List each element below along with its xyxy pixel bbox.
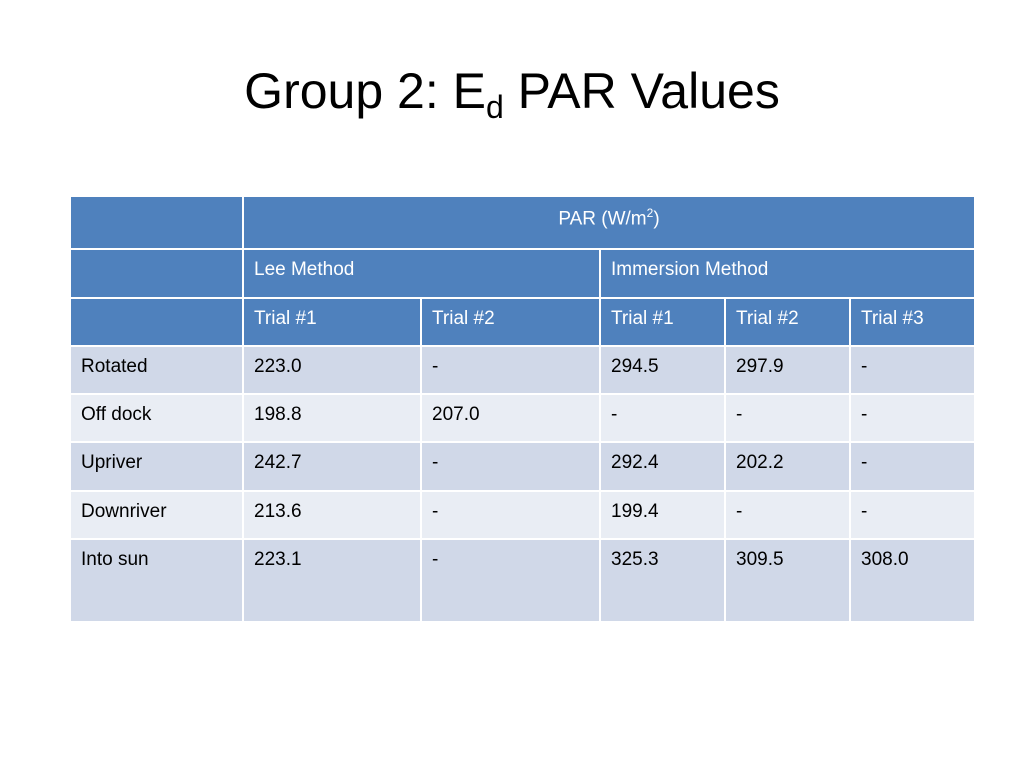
table-cell: -	[850, 442, 975, 491]
table-cell: 297.9	[725, 346, 850, 394]
table-cell: 292.4	[600, 442, 725, 491]
unit-text: )	[653, 208, 660, 230]
row-label: Into sun	[70, 539, 243, 622]
title-subscript: d	[485, 89, 504, 125]
table-cell: 308.0	[850, 539, 975, 622]
table-cell: 294.5	[600, 346, 725, 394]
table-cell: -	[850, 394, 975, 442]
header-cell	[70, 249, 243, 298]
table-cell: -	[421, 539, 600, 622]
table-cell: 213.6	[243, 491, 421, 539]
row-label: Downriver	[70, 491, 243, 539]
trial-header: Trial #2	[421, 298, 600, 346]
table-cell: 199.4	[600, 491, 725, 539]
table-cell: -	[725, 491, 850, 539]
table-cell: -	[725, 394, 850, 442]
trial-header: Trial #1	[243, 298, 421, 346]
table-cell: 223.1	[243, 539, 421, 622]
title-text: PAR Values	[503, 63, 780, 119]
table-cell: -	[421, 442, 600, 491]
trial-header: Trial #1	[600, 298, 725, 346]
table-cell: 325.3	[600, 539, 725, 622]
method-header: Immersion Method	[600, 249, 975, 298]
table-cell: -	[600, 394, 725, 442]
table-cell: 223.0	[243, 346, 421, 394]
unit-text: PAR (W/m	[558, 208, 647, 230]
table-cell: 242.7	[243, 442, 421, 491]
unit-header: PAR (W/m2)	[243, 196, 975, 249]
table-cell: 207.0	[421, 394, 600, 442]
title-text: Group 2: E	[244, 63, 486, 119]
unit-superscript: 2	[646, 206, 654, 220]
row-label: Upriver	[70, 442, 243, 491]
table-cell: -	[421, 346, 600, 394]
table-cell: 309.5	[725, 539, 850, 622]
header-cell	[70, 196, 243, 249]
trial-header: Trial #2	[725, 298, 850, 346]
header-cell	[70, 298, 243, 346]
trial-header: Trial #3	[850, 298, 975, 346]
slide-title: Group 2: Ed PAR Values	[0, 62, 1024, 123]
table-cell: 202.2	[725, 442, 850, 491]
table-cell: -	[850, 346, 975, 394]
table-cell: 198.8	[243, 394, 421, 442]
row-label: Off dock	[70, 394, 243, 442]
table-cell: -	[421, 491, 600, 539]
row-label: Rotated	[70, 346, 243, 394]
method-header: Lee Method	[243, 249, 600, 298]
table-cell: -	[850, 491, 975, 539]
